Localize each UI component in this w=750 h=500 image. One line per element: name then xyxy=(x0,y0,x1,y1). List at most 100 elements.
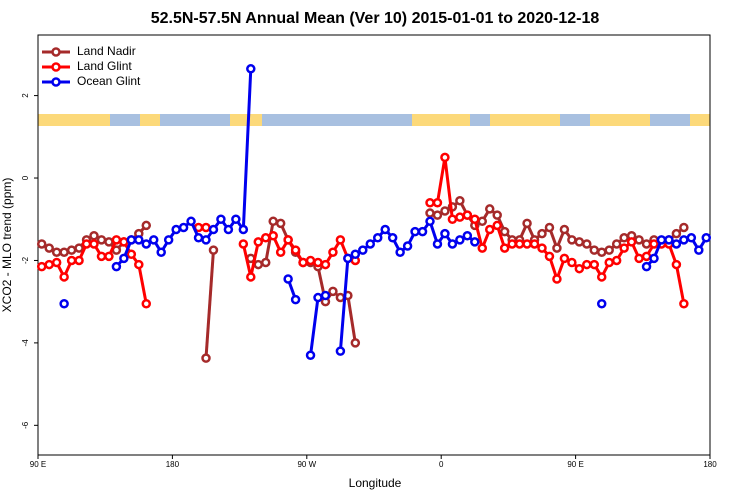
data-point xyxy=(619,233,629,243)
data-point xyxy=(499,243,510,253)
data-point xyxy=(141,239,152,249)
data-point xyxy=(477,243,488,253)
data-point xyxy=(552,274,562,284)
data-point xyxy=(589,259,600,270)
y-tick-label: 0 xyxy=(21,175,30,180)
data-point xyxy=(567,257,577,268)
data-point xyxy=(246,272,256,282)
data-point xyxy=(208,245,219,255)
x-tick-label: 90 E xyxy=(567,460,583,469)
series-line xyxy=(204,250,215,359)
data-point xyxy=(634,235,644,245)
data-point xyxy=(186,216,196,227)
data-point xyxy=(679,298,689,309)
data-point xyxy=(66,255,77,266)
data-point xyxy=(582,259,592,270)
x-tick-label: 0 xyxy=(439,460,444,469)
data-point xyxy=(305,350,316,361)
data-point xyxy=(492,210,502,220)
legend-label: Ocean Glint xyxy=(77,74,141,88)
data-point xyxy=(350,338,361,348)
y-tick-label: 2 xyxy=(21,93,30,98)
data-point xyxy=(686,233,697,243)
x-tick-label: 180 xyxy=(703,460,717,469)
data-point xyxy=(462,210,473,220)
data-point xyxy=(544,251,555,262)
data-point xyxy=(141,220,152,231)
data-point xyxy=(290,294,301,305)
data-point xyxy=(246,64,256,74)
data-point xyxy=(328,286,338,297)
chart-title: 52.5N-57.5N Annual Mean (Ver 10) 2015-01… xyxy=(151,10,600,27)
data-point xyxy=(440,228,450,239)
data-point xyxy=(89,239,99,249)
data-point xyxy=(126,249,137,260)
data-point xyxy=(253,237,264,247)
data-point xyxy=(470,237,480,247)
data-point xyxy=(462,230,473,241)
data-point xyxy=(44,243,54,253)
data-point xyxy=(432,198,443,208)
data-point xyxy=(111,235,122,245)
data-point xyxy=(141,298,152,309)
data-point xyxy=(350,249,361,260)
data-point xyxy=(365,239,376,249)
data-point xyxy=(313,292,323,303)
data-point xyxy=(268,216,278,227)
y-axis-label: XCO2 - MLO trend (ppm) xyxy=(0,178,14,313)
data-point xyxy=(582,239,592,249)
data-point xyxy=(634,253,644,264)
data-point xyxy=(522,239,532,249)
data-point xyxy=(701,233,712,243)
data-point xyxy=(604,257,614,268)
data-point xyxy=(59,272,69,282)
data-point xyxy=(89,230,99,241)
data-point xyxy=(455,195,465,206)
x-tick-label: 90 W xyxy=(297,460,316,469)
legend-label: Land Glint xyxy=(77,59,132,73)
data-point xyxy=(671,259,682,270)
data-point xyxy=(81,239,92,249)
data-point xyxy=(402,241,413,251)
data-point xyxy=(455,212,465,222)
data-point xyxy=(694,245,704,255)
data-point xyxy=(507,239,517,249)
data-point xyxy=(455,235,465,245)
data-point xyxy=(104,251,114,262)
data-point xyxy=(59,247,69,257)
data-point xyxy=(410,226,420,237)
data-point xyxy=(201,222,211,233)
data-point xyxy=(313,257,323,268)
data-point xyxy=(320,290,331,301)
data-point xyxy=(44,259,54,270)
data-point xyxy=(499,226,510,237)
data-point xyxy=(611,239,622,249)
data-point xyxy=(201,353,211,363)
data-point xyxy=(425,198,435,208)
data-point xyxy=(679,222,689,233)
data-point xyxy=(74,255,84,266)
data-point xyxy=(626,237,637,247)
data-point xyxy=(432,239,443,249)
data-point xyxy=(119,237,129,247)
y-tick-label: -2 xyxy=(21,256,30,264)
data-point xyxy=(671,239,682,249)
data-point xyxy=(641,261,652,272)
y-tick-label: -6 xyxy=(21,421,30,429)
data-point xyxy=(358,245,368,255)
data-point xyxy=(201,235,211,245)
data-point xyxy=(395,247,405,257)
data-point xyxy=(596,247,607,257)
legend-label: Land Nadir xyxy=(77,44,136,58)
data-point xyxy=(36,261,47,272)
data-point xyxy=(66,245,77,255)
data-point xyxy=(611,255,622,266)
data-point xyxy=(275,247,286,257)
data-point xyxy=(343,253,353,264)
data-point xyxy=(134,259,144,270)
data-point xyxy=(537,243,547,253)
data-point xyxy=(96,251,107,262)
data-point xyxy=(216,214,226,224)
data-point xyxy=(544,222,555,233)
